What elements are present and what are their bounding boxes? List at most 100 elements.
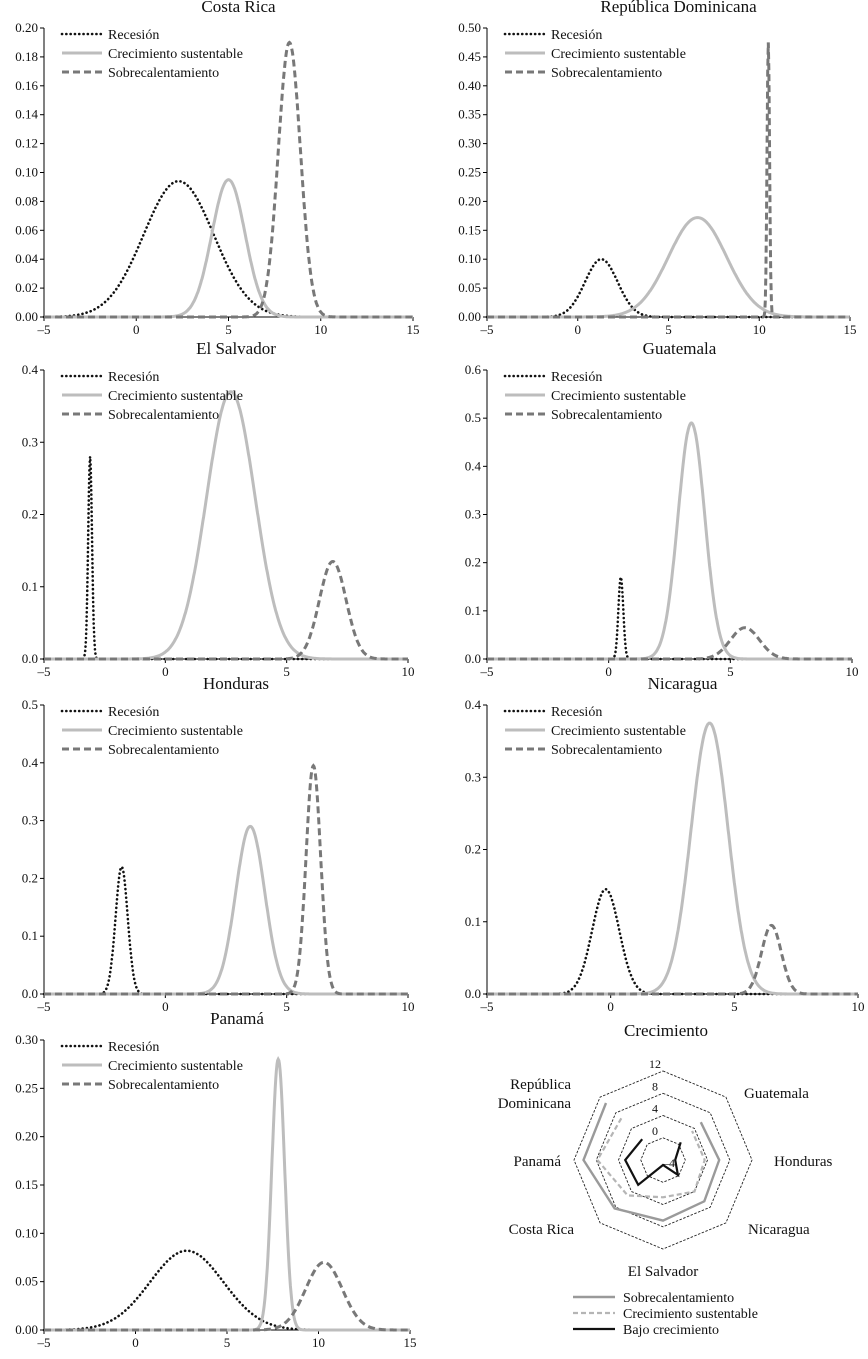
y-tick-label: 0.2 xyxy=(465,842,481,857)
legend-label: Recesión xyxy=(551,370,602,385)
x-tick-label: 5 xyxy=(283,999,290,1014)
radar-tick-label: 12 xyxy=(649,1057,661,1071)
y-tick-label: 0.25 xyxy=(458,165,481,180)
radar-series-0 xyxy=(582,1102,721,1222)
radar-series-2 xyxy=(623,1138,682,1187)
series-line-2 xyxy=(44,1260,410,1332)
y-tick-label: 0.2 xyxy=(22,870,38,885)
y-tick-label: 0.10 xyxy=(15,1225,38,1240)
legend-label: Sobrecalentamiento xyxy=(623,1291,734,1306)
x-tick-label: 5 xyxy=(225,322,232,337)
panel-nicaragua: Nicaragua 0.0 0.1 0.2 0.3 0.4 –5 0 5 10 Recesión Cr… xyxy=(465,674,865,1014)
panel-guatemala: Guatemala 0.0 0.1 0.2 0.3 0.4 0.5 0.6 –5 0 5 10 Rece… xyxy=(465,339,859,679)
y-tick-label: 0.20 xyxy=(458,193,481,208)
legend-label: Crecimiento sustentable xyxy=(108,389,243,404)
series-line-1 xyxy=(44,824,408,996)
series-line-2 xyxy=(44,763,408,996)
y-tick-label: 0.35 xyxy=(458,107,481,122)
radar-category-label: Nicaragua xyxy=(748,1222,810,1238)
series-line-1 xyxy=(44,1055,410,1332)
y-tick-label: 0.04 xyxy=(15,251,38,266)
legend-label: Recesión xyxy=(108,370,159,385)
series-line-1 xyxy=(44,178,413,319)
x-tick-label: 0 xyxy=(607,999,614,1014)
y-tick-label: 0.14 xyxy=(15,107,38,122)
y-tick-label: 0.15 xyxy=(15,1177,38,1192)
panel-panam-: Panamá 0.00 0.05 0.10 0.15 0.20 0.25 0.30 –5 0 5 10… xyxy=(15,1009,416,1350)
y-tick-label: 0.3 xyxy=(22,813,38,828)
y-tick-label: 0.1 xyxy=(22,579,38,594)
x-tick-label: 10 xyxy=(753,322,766,337)
x-tick-label: 0 xyxy=(162,664,169,679)
x-tick-label: 5 xyxy=(283,664,290,679)
legend-label: Sobrecalentamiento xyxy=(551,743,662,758)
y-tick-label: 0.5 xyxy=(22,697,38,712)
series-line-2 xyxy=(487,42,850,319)
y-tick-label: 0.18 xyxy=(15,49,38,64)
series-line-2 xyxy=(487,923,858,996)
y-tick-label: 0.4 xyxy=(22,755,39,770)
radar-category-label: Costa Rica xyxy=(509,1222,575,1238)
panel-title: Costa Rica xyxy=(201,0,276,16)
x-tick-label: 10 xyxy=(312,1335,325,1350)
legend-label: Recesión xyxy=(551,705,602,720)
radar-category-label: Honduras xyxy=(774,1154,832,1170)
y-tick-label: 0.0 xyxy=(465,651,481,666)
panel-crecimiento-radar: Crecimiento–404812RepúblicaDominicanaPan… xyxy=(498,1021,833,1338)
x-tick-label: 5 xyxy=(665,322,672,337)
x-tick-label: –5 xyxy=(37,664,51,679)
y-tick-label: 0.30 xyxy=(15,1032,38,1047)
y-tick-label: 0.02 xyxy=(15,280,38,295)
y-tick-label: 0.2 xyxy=(22,507,38,522)
x-tick-label: 10 xyxy=(402,664,415,679)
legend-label: Crecimiento sustentable xyxy=(551,389,686,404)
legend-label: Recesión xyxy=(108,1040,159,1055)
legend-label: Sobrecalentamiento xyxy=(108,408,219,423)
radar-category-label: Guatemala xyxy=(744,1086,809,1102)
radar-tick-label: 8 xyxy=(652,1079,658,1093)
y-tick-label: 0.0 xyxy=(465,986,481,1001)
radar-grid-ring xyxy=(640,1137,686,1183)
y-tick-label: 0.05 xyxy=(458,280,481,295)
series-line-2 xyxy=(44,559,408,661)
y-tick-label: 0.16 xyxy=(15,78,38,93)
y-tick-label: 0.00 xyxy=(458,309,481,324)
y-tick-label: 0.2 xyxy=(465,555,481,570)
radar-series-1 xyxy=(596,1117,706,1199)
y-tick-label: 0.0 xyxy=(22,986,38,1001)
y-tick-label: 0.5 xyxy=(465,410,481,425)
legend-label: Recesión xyxy=(108,28,159,43)
y-tick-label: 0.1 xyxy=(465,914,481,929)
x-tick-label: 0 xyxy=(605,664,612,679)
series-line-0 xyxy=(485,887,860,996)
y-tick-label: 0.08 xyxy=(15,193,38,208)
y-tick-label: 0.10 xyxy=(458,251,481,266)
y-tick-label: 0.12 xyxy=(15,136,38,151)
radar-grid-ring xyxy=(618,1115,708,1205)
panel-el-salvador: El Salvador 0.0 0.1 0.2 0.3 0.4 –5 0 5 10 Recesión… xyxy=(22,339,415,679)
x-tick-label: 0 xyxy=(575,322,582,337)
x-tick-label: 15 xyxy=(407,322,420,337)
series-line-0 xyxy=(42,179,415,319)
y-tick-label: 0.20 xyxy=(15,1129,38,1144)
legend-label: Crecimiento sustentable xyxy=(551,47,686,62)
legend-label: Sobrecalentamiento xyxy=(108,66,219,81)
x-tick-label: 5 xyxy=(727,664,734,679)
legend-label: Sobrecalentamiento xyxy=(551,408,662,423)
series-line-2 xyxy=(487,626,852,661)
panel-rep-blica-dominicana: República Dominicana 0.00 0.05 0.10 0.15 0.20… xyxy=(458,0,856,337)
panel-title: Panamá xyxy=(210,1009,264,1028)
x-tick-label: –5 xyxy=(480,999,494,1014)
y-tick-label: 0.3 xyxy=(465,507,481,522)
series-line-2 xyxy=(44,40,413,319)
y-tick-label: 0.3 xyxy=(22,434,38,449)
legend-label: Recesión xyxy=(551,28,602,43)
legend-label: Crecimiento sustentable xyxy=(108,47,243,62)
y-tick-label: 0.4 xyxy=(22,362,39,377)
y-tick-label: 0.50 xyxy=(458,20,481,35)
y-tick-label: 0.05 xyxy=(15,1274,38,1289)
radar-category-label: Panamá xyxy=(514,1154,562,1170)
y-tick-label: 0.10 xyxy=(15,165,38,180)
y-tick-label: 0.3 xyxy=(465,769,481,784)
y-tick-label: 0.1 xyxy=(465,603,481,618)
